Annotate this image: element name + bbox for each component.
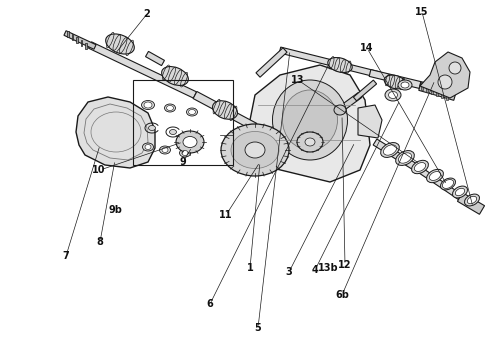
- Polygon shape: [85, 43, 87, 49]
- Text: 4: 4: [312, 265, 318, 275]
- Text: 15: 15: [415, 7, 429, 17]
- Polygon shape: [72, 34, 73, 40]
- Polygon shape: [369, 69, 421, 89]
- Text: 9b: 9b: [108, 205, 122, 215]
- Ellipse shape: [381, 143, 399, 157]
- Text: 6: 6: [207, 299, 213, 309]
- Ellipse shape: [453, 186, 467, 198]
- Polygon shape: [441, 90, 442, 98]
- Ellipse shape: [143, 143, 153, 151]
- Bar: [133, 80, 233, 165]
- Polygon shape: [437, 88, 438, 96]
- Polygon shape: [458, 193, 485, 214]
- Text: 11: 11: [219, 210, 233, 220]
- Polygon shape: [373, 139, 422, 173]
- Polygon shape: [328, 93, 362, 120]
- Polygon shape: [418, 167, 462, 199]
- Ellipse shape: [145, 144, 151, 149]
- Ellipse shape: [455, 188, 465, 196]
- Polygon shape: [426, 84, 428, 92]
- Text: 5: 5: [255, 323, 261, 333]
- Ellipse shape: [162, 148, 168, 153]
- Polygon shape: [250, 65, 370, 182]
- Polygon shape: [89, 42, 196, 98]
- Text: 6b: 6b: [335, 290, 349, 300]
- Text: 14: 14: [360, 43, 374, 53]
- Ellipse shape: [272, 80, 347, 160]
- Ellipse shape: [385, 89, 401, 101]
- Ellipse shape: [106, 34, 134, 54]
- Text: 1: 1: [246, 263, 253, 273]
- Ellipse shape: [221, 124, 289, 176]
- Text: 13: 13: [291, 75, 305, 85]
- Polygon shape: [76, 97, 155, 168]
- Ellipse shape: [189, 109, 196, 114]
- Text: 3: 3: [286, 267, 293, 277]
- Ellipse shape: [148, 126, 155, 131]
- Ellipse shape: [398, 153, 412, 163]
- Ellipse shape: [441, 178, 456, 190]
- Ellipse shape: [283, 90, 338, 150]
- Ellipse shape: [305, 138, 315, 146]
- Ellipse shape: [187, 108, 197, 116]
- Polygon shape: [193, 91, 257, 131]
- Text: 7: 7: [63, 251, 70, 261]
- Ellipse shape: [160, 146, 171, 154]
- Ellipse shape: [328, 58, 352, 72]
- Polygon shape: [256, 48, 287, 77]
- Ellipse shape: [467, 196, 477, 204]
- Text: 12: 12: [338, 260, 352, 270]
- Ellipse shape: [442, 180, 454, 188]
- Ellipse shape: [389, 91, 397, 99]
- Ellipse shape: [465, 194, 480, 206]
- Text: 8: 8: [97, 237, 103, 247]
- Circle shape: [449, 62, 461, 74]
- Ellipse shape: [384, 145, 396, 155]
- Polygon shape: [431, 86, 433, 94]
- Ellipse shape: [412, 160, 428, 174]
- Text: 2: 2: [144, 9, 150, 19]
- Ellipse shape: [213, 101, 238, 119]
- Ellipse shape: [245, 142, 265, 158]
- Ellipse shape: [170, 130, 176, 135]
- Polygon shape: [353, 80, 377, 101]
- Ellipse shape: [427, 169, 443, 183]
- Ellipse shape: [182, 150, 188, 156]
- Polygon shape: [419, 82, 456, 100]
- Ellipse shape: [231, 131, 279, 168]
- Ellipse shape: [395, 150, 415, 165]
- Polygon shape: [358, 105, 382, 138]
- Polygon shape: [420, 52, 470, 98]
- Ellipse shape: [144, 102, 152, 108]
- Ellipse shape: [415, 163, 426, 171]
- Ellipse shape: [297, 132, 323, 152]
- Ellipse shape: [179, 149, 191, 157]
- Polygon shape: [76, 37, 78, 43]
- Ellipse shape: [162, 67, 188, 85]
- Ellipse shape: [176, 131, 204, 153]
- Polygon shape: [421, 82, 422, 90]
- Polygon shape: [67, 31, 69, 37]
- Text: 10: 10: [92, 165, 106, 175]
- Ellipse shape: [165, 104, 175, 112]
- Ellipse shape: [142, 100, 154, 109]
- Polygon shape: [446, 92, 447, 100]
- Text: 9: 9: [180, 157, 186, 167]
- Polygon shape: [81, 40, 82, 46]
- Ellipse shape: [384, 75, 406, 89]
- Circle shape: [438, 75, 452, 89]
- Ellipse shape: [334, 105, 346, 115]
- Ellipse shape: [167, 105, 173, 111]
- Ellipse shape: [183, 136, 197, 148]
- Ellipse shape: [398, 80, 412, 90]
- Polygon shape: [64, 31, 96, 49]
- Text: 13b: 13b: [318, 263, 338, 273]
- Ellipse shape: [401, 82, 409, 88]
- Polygon shape: [146, 51, 165, 66]
- Ellipse shape: [429, 172, 441, 180]
- Polygon shape: [279, 47, 381, 78]
